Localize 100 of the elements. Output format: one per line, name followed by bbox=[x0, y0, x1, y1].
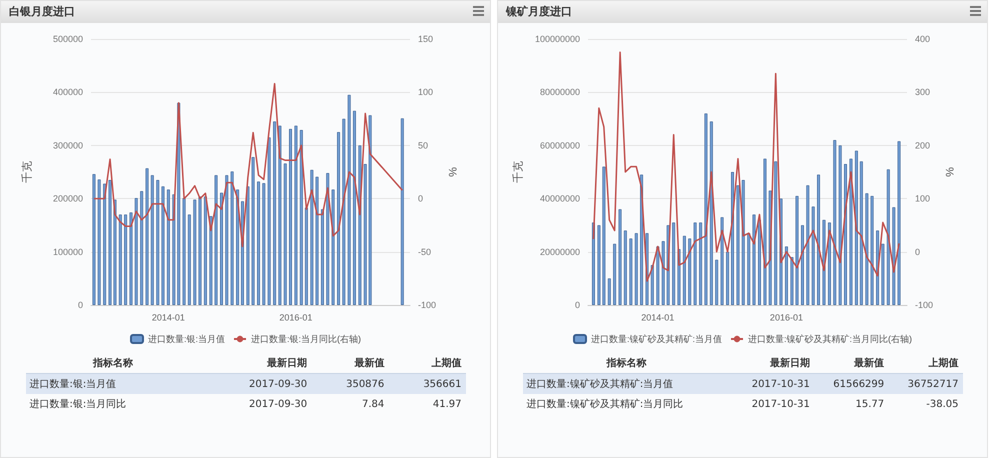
text: 进口数量:镍矿砂及其精矿:当月值 bbox=[522, 374, 730, 394]
bar bbox=[784, 246, 788, 305]
bar bbox=[332, 190, 335, 305]
bar bbox=[204, 196, 207, 305]
bar bbox=[220, 192, 223, 305]
text: 2017-10-31 bbox=[750, 398, 811, 412]
bar bbox=[262, 183, 266, 305]
bar bbox=[747, 233, 750, 305]
text: 7.84 bbox=[361, 398, 386, 412]
bar bbox=[736, 185, 740, 305]
bar bbox=[629, 238, 632, 305]
bar bbox=[763, 158, 766, 305]
bar bbox=[316, 176, 319, 305]
bar bbox=[400, 118, 404, 305]
text: 2017-09-30 bbox=[248, 398, 308, 412]
bar bbox=[672, 222, 676, 305]
text: 36752717 bbox=[888, 374, 962, 394]
bar bbox=[796, 196, 799, 305]
bar bbox=[608, 278, 611, 305]
y-tick-label: 100000000 bbox=[534, 34, 580, 44]
bar bbox=[352, 110, 356, 305]
bar bbox=[246, 186, 250, 305]
bar bbox=[682, 236, 686, 305]
bar bbox=[124, 214, 128, 305]
bar bbox=[140, 191, 144, 305]
y-tick-label: 200000 bbox=[52, 194, 83, 204]
text: 上期值 bbox=[888, 353, 962, 374]
line-series bbox=[592, 52, 900, 282]
y-tick-label: 300000 bbox=[52, 140, 83, 150]
y-tick-label: 0 bbox=[78, 300, 83, 310]
bar bbox=[92, 174, 96, 305]
bar bbox=[774, 161, 778, 305]
bar bbox=[634, 233, 638, 305]
legend-label: 进口数量:银:当月同比(右轴) bbox=[251, 334, 362, 344]
bar bbox=[326, 173, 330, 305]
legend-label: 进口数量:镍矿砂及其精矿:当月同比(右轴) bbox=[748, 334, 912, 344]
y-tick-label: 400000 bbox=[52, 87, 83, 98]
bar bbox=[656, 246, 660, 305]
bar bbox=[348, 94, 351, 305]
bar bbox=[694, 222, 697, 305]
bar bbox=[161, 186, 164, 305]
y2-tick-label: 300 bbox=[915, 87, 930, 98]
y-tick-label: 100000 bbox=[52, 246, 83, 257]
bar bbox=[800, 225, 804, 305]
text: 15.77 bbox=[854, 398, 886, 412]
y2-tick-label: 200 bbox=[915, 140, 930, 150]
bar bbox=[720, 217, 724, 305]
text: 最新值 bbox=[311, 353, 388, 374]
bar bbox=[854, 150, 858, 305]
bar bbox=[704, 113, 708, 305]
bar bbox=[602, 166, 606, 305]
y2-tick-label: 100 bbox=[418, 87, 434, 98]
text: 最新日期 bbox=[730, 353, 814, 374]
bar bbox=[342, 118, 346, 305]
y2-tick-label: -50 bbox=[418, 246, 432, 257]
y2-axis-title: % bbox=[944, 166, 956, 177]
text: 进口数量:镍矿砂及其精矿:当月同比 bbox=[526, 398, 684, 412]
bar bbox=[688, 238, 692, 305]
text: 进口数量:银:当月值 bbox=[26, 374, 201, 394]
text: 350876 bbox=[311, 374, 388, 394]
text: -38.05 bbox=[925, 398, 960, 412]
bar bbox=[742, 180, 745, 305]
bar bbox=[182, 198, 186, 305]
bar bbox=[225, 175, 228, 305]
bar bbox=[257, 182, 260, 305]
bar bbox=[865, 193, 868, 305]
bar bbox=[833, 140, 836, 305]
x-tick-label: 2014-01 bbox=[641, 312, 674, 322]
bar bbox=[193, 200, 196, 305]
bar bbox=[790, 257, 794, 305]
y2-tick-label: 0 bbox=[915, 246, 920, 257]
bar bbox=[289, 128, 292, 305]
bar bbox=[898, 141, 901, 305]
text: 最新日期 bbox=[200, 353, 312, 374]
bar bbox=[108, 180, 112, 305]
bar bbox=[273, 121, 276, 305]
text: 61566299 bbox=[814, 374, 888, 394]
bar bbox=[230, 171, 234, 305]
bar bbox=[613, 244, 616, 305]
y-axis-title: 千克 bbox=[20, 161, 34, 183]
x-tick-label: 2014-01 bbox=[152, 312, 185, 322]
text: 2017-10-31 bbox=[730, 374, 814, 394]
bar bbox=[278, 126, 282, 305]
bar bbox=[699, 222, 702, 305]
y2-tick-label: 0 bbox=[418, 194, 424, 204]
bar bbox=[300, 130, 303, 305]
bar bbox=[597, 225, 600, 305]
text: 指标名称 bbox=[522, 353, 730, 374]
text: 356661 bbox=[388, 374, 466, 394]
bar bbox=[214, 175, 218, 305]
bar bbox=[752, 214, 756, 305]
bar bbox=[892, 207, 896, 305]
y2-tick-label: 100 bbox=[915, 194, 930, 204]
bar bbox=[844, 164, 847, 305]
bar bbox=[812, 206, 815, 305]
bar bbox=[860, 161, 863, 305]
bar bbox=[726, 252, 730, 305]
bar bbox=[236, 190, 240, 305]
bar bbox=[294, 126, 298, 305]
y2-tick-label: 150 bbox=[418, 34, 434, 44]
